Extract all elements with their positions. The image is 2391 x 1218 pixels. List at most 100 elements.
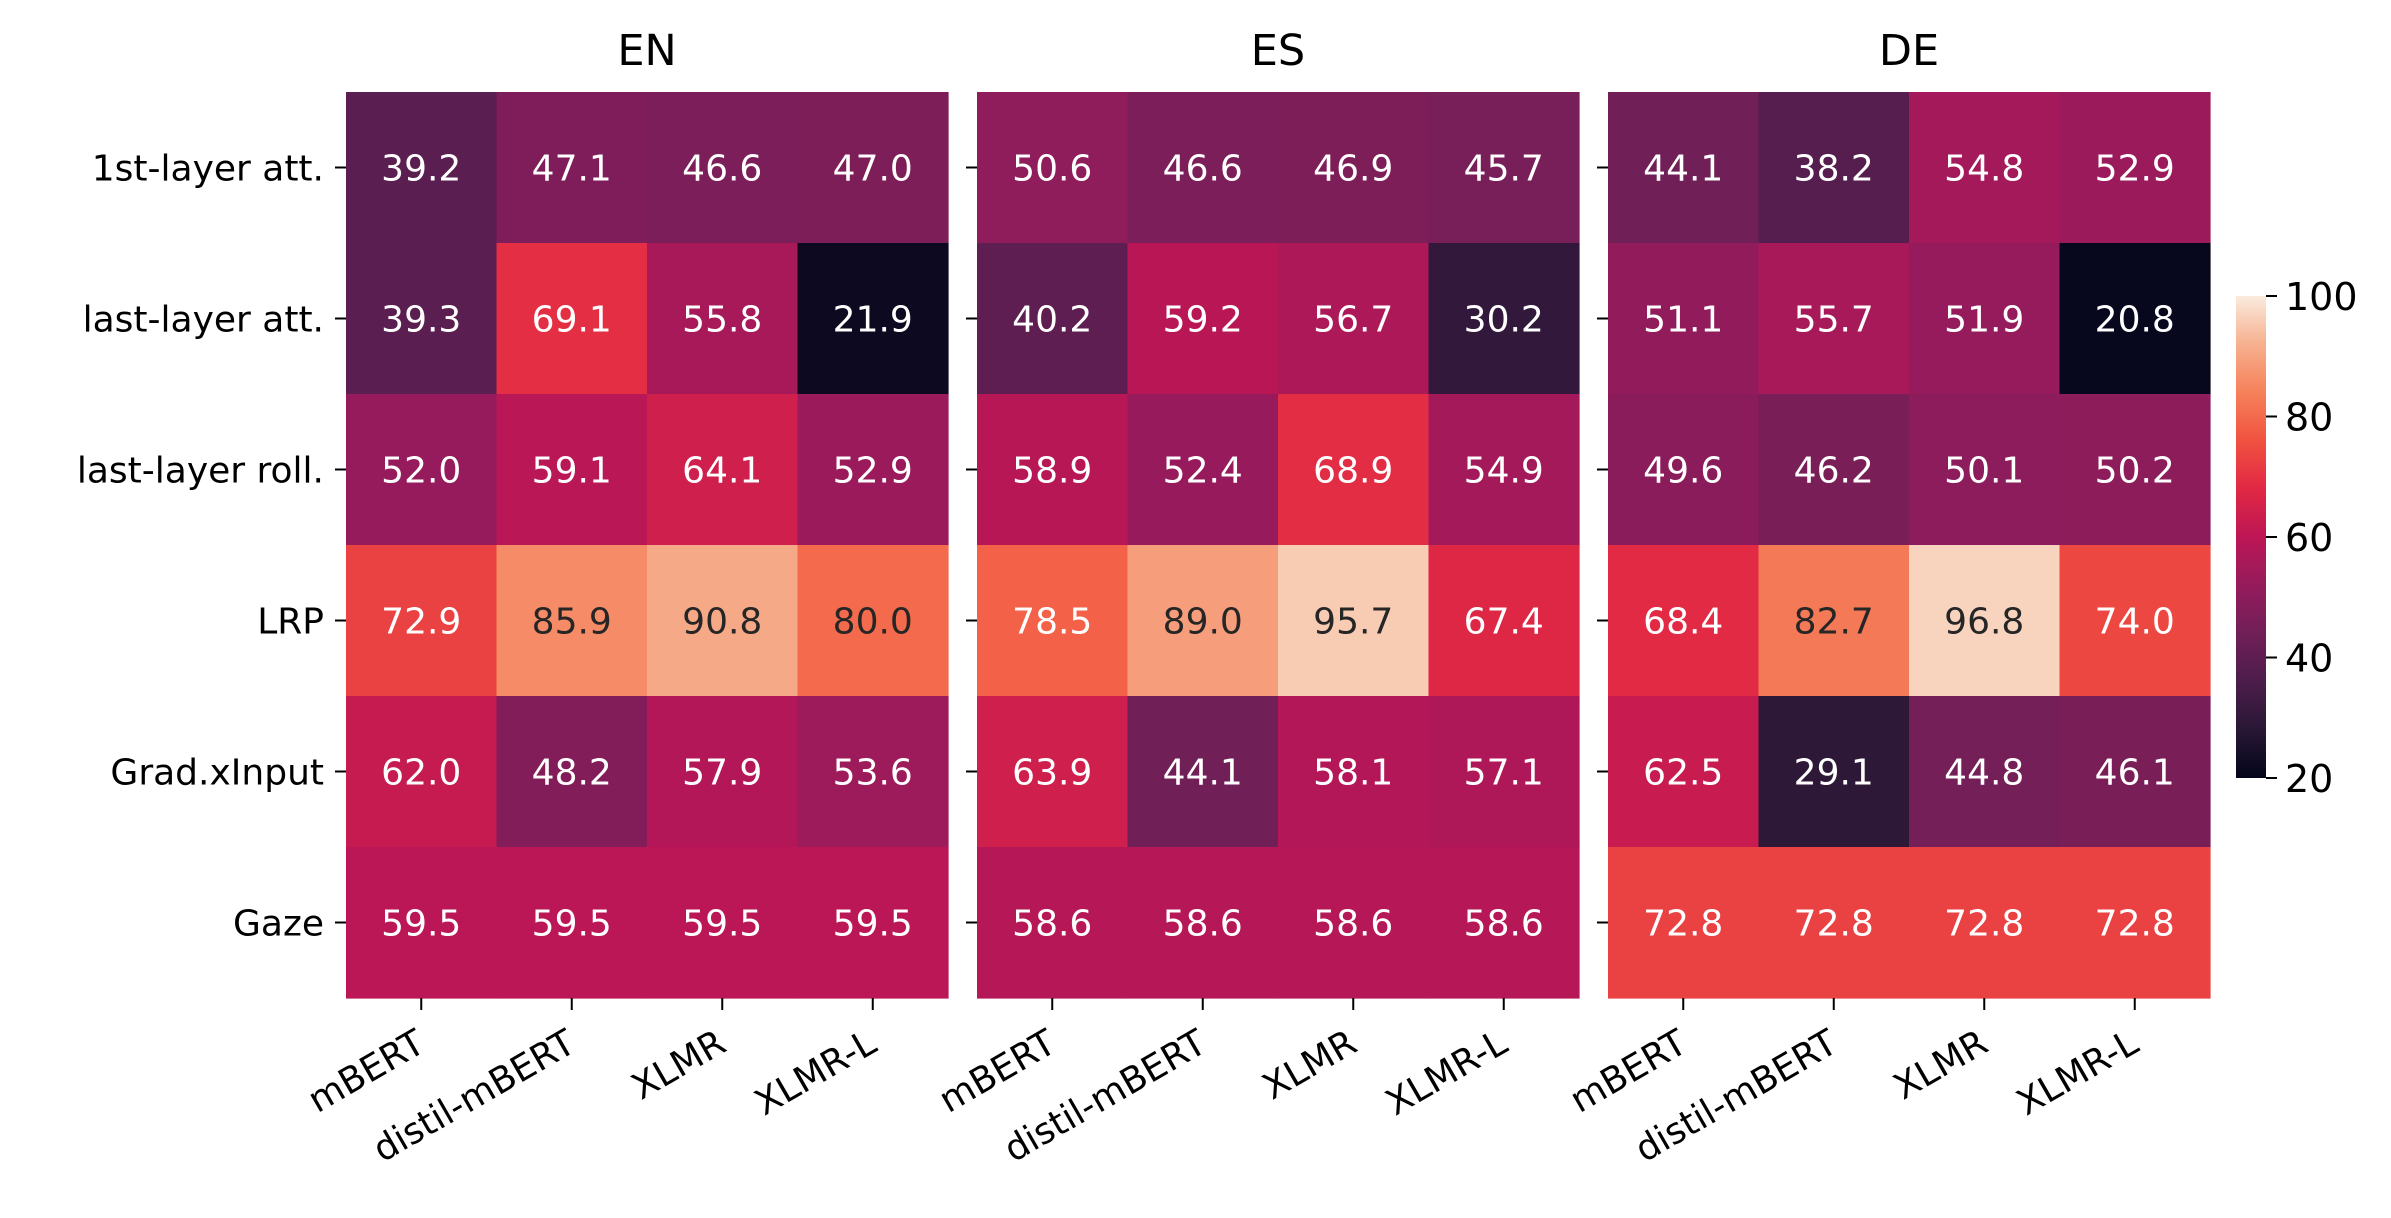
cell-value-label: 57.1 [1464,753,1544,794]
cell-value-label: 59.5 [381,904,461,945]
heatmap-cell [346,847,498,999]
col-label: XLMR-L [2010,1022,2145,1124]
heatmap-cell [647,243,799,395]
heatmap-cell [647,92,799,244]
heatmap-cell [1909,92,2061,244]
row-label: Gaze [233,904,324,945]
panel-title: EN [617,26,676,76]
cell-value-label: 96.8 [1944,602,2024,643]
panel-title: DE [1879,26,1939,76]
cell-value-label: 74.0 [2095,602,2175,643]
heatmap-cell [977,394,1129,546]
heatmap-cell [346,545,498,697]
heatmap-cell [346,394,498,546]
heatmap-cell [496,243,648,395]
heatmap-cell [496,92,648,244]
heatmap-cell [1428,243,1580,395]
col-label: mBERT [932,1022,1063,1121]
heatmap-cell [2059,847,2211,999]
heatmap-cell [1608,394,1760,546]
cell-value-label: 59.5 [833,904,913,945]
cell-value-label: 47.0 [833,149,913,190]
cell-value-label: 72.8 [1794,904,1874,945]
cell-value-label: 78.5 [1012,602,1092,643]
cell-value-label: 46.1 [2095,753,2175,794]
cell-value-label: 46.6 [682,149,762,190]
cell-value-label: 58.6 [1163,904,1243,945]
heatmap-cell [1127,394,1279,546]
heatmap-cell [647,696,799,848]
cell-value-label: 44.1 [1163,753,1243,794]
heatmap-cell [496,696,648,848]
heatmap-cell [797,394,949,546]
cell-value-label: 67.4 [1464,602,1544,643]
cell-value-label: 69.1 [532,300,612,341]
cell-value-label: 64.1 [682,451,762,492]
heatmap-cell [1608,243,1760,395]
heatmap-cell [1909,545,2061,697]
row-label: LRP [257,602,324,643]
cell-value-label: 72.9 [381,602,461,643]
cell-value-label: 62.5 [1643,753,1723,794]
heatmap-cell [1428,394,1580,546]
heatmap-cell [1278,545,1430,697]
heatmap-cell [1608,545,1760,697]
cell-value-label: 52.0 [381,451,461,492]
heatmap-cell [1608,847,1760,999]
heatmap-cell [1278,847,1430,999]
heatmap-cell [1909,847,2061,999]
cell-value-label: 54.9 [1464,451,1544,492]
heatmap-cell [1428,696,1580,848]
cell-value-label: 52.4 [1163,451,1243,492]
heatmap-cell [2059,696,2211,848]
heatmap-cell [1127,847,1279,999]
cell-value-label: 58.6 [1313,904,1393,945]
heatmap-cell [1278,696,1430,848]
heatmap-cell [346,92,498,244]
cell-value-label: 55.8 [682,300,762,341]
colorbar: 20 40 60 80 100 [2236,275,2358,801]
heatmap-cell [346,696,498,848]
cell-value-label: 72.8 [2095,904,2175,945]
cell-value-label: 44.8 [1944,753,2024,794]
heatmap-cell [797,243,949,395]
heatmap-cell [496,847,648,999]
heatmap-cell [1758,394,1910,546]
cell-value-label: 51.1 [1643,300,1723,341]
cell-value-label: 58.9 [1012,451,1092,492]
col-label: XLMR-L [1379,1022,1514,1124]
panel-es: ES 50.6 46.6 46.9 45.7 40.2 59.2 56.7 30.2 58.9 52… [932,26,1580,1171]
cell-value-label: 59.5 [682,904,762,945]
cell-value-label: 39.2 [381,149,461,190]
cell-value-label: 50.1 [1944,451,2024,492]
cell-value-label: 58.6 [1012,904,1092,945]
heatmap-cell [1428,545,1580,697]
cell-value-label: 53.6 [833,753,913,794]
heatmap-cell [977,545,1129,697]
cell-value-label: 46.6 [1163,149,1243,190]
cell-value-label: 68.9 [1313,451,1393,492]
cell-value-label: 30.2 [1464,300,1544,341]
cell-value-label: 72.8 [1643,904,1723,945]
heatmap-cell [1758,545,1910,697]
heatmap-cell [977,696,1129,848]
cell-value-label: 62.0 [381,753,461,794]
cell-value-label: 57.9 [682,753,762,794]
heatmap-cell [346,243,498,395]
heatmap-cell [1758,847,1910,999]
panel-de: DE 44.1 38.2 54.8 52.9 51.1 55.7 51.9 20.8 49.6 46… [1563,26,2211,1171]
row-label: 1st-layer att. [92,149,324,190]
heatmap-cell [1758,92,1910,244]
heatmap-cell [647,545,799,697]
cell-value-label: 50.6 [1012,149,1092,190]
colorbar-gradient [2236,296,2266,778]
heatmap-cell [1428,92,1580,244]
cell-value-label: 29.1 [1794,753,1874,794]
cell-value-label: 50.2 [2095,451,2175,492]
cell-value-label: 52.9 [833,451,913,492]
heatmap-cell [647,847,799,999]
cell-value-label: 48.2 [532,753,612,794]
cell-value-label: 51.9 [1944,300,2024,341]
